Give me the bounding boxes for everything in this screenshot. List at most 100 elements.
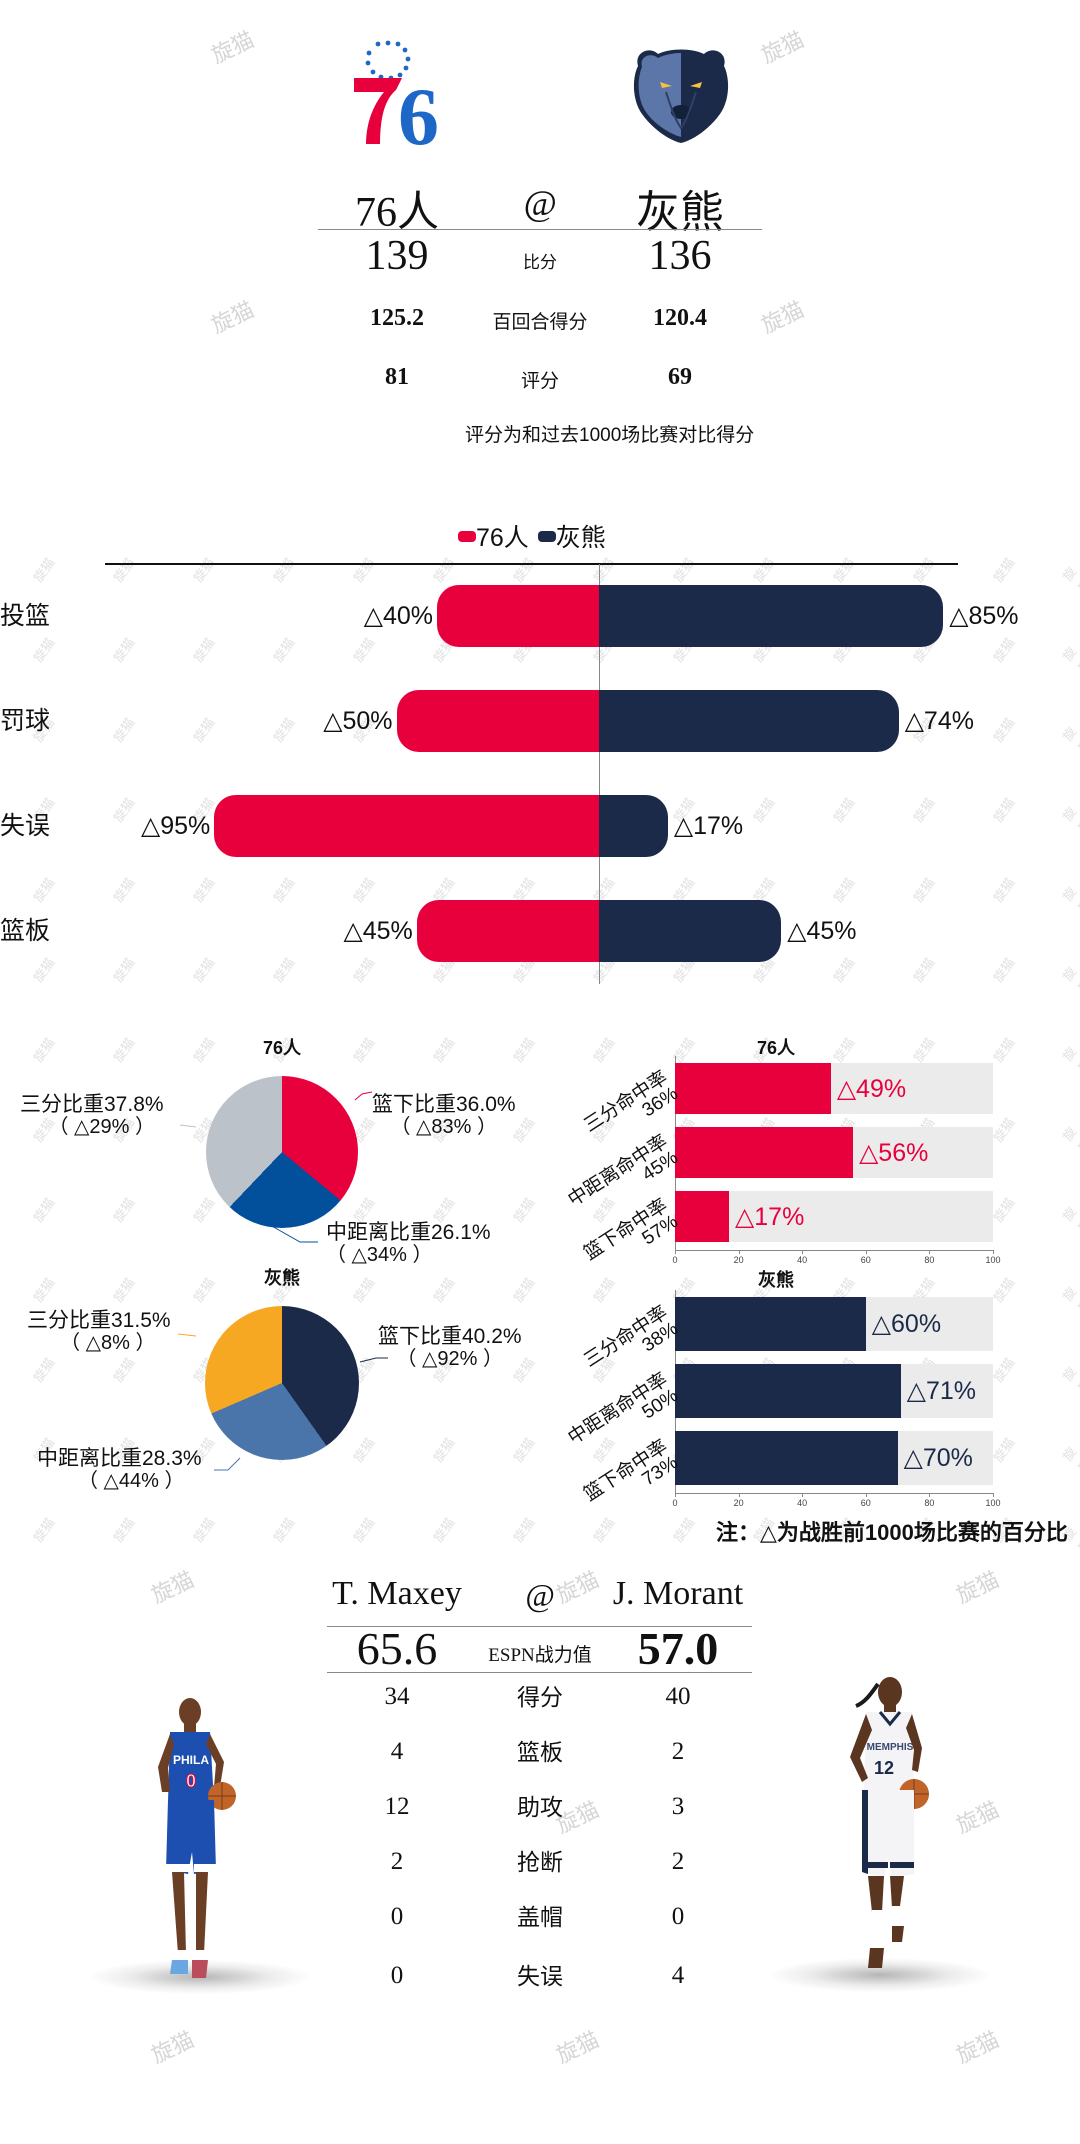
watermark: 旋猫 <box>911 955 939 986</box>
rating-note: 评分为和过去1000场比赛对比得分 <box>465 425 755 446</box>
grizzlies-bear-icon <box>633 49 729 143</box>
tick-label: 0 <box>672 1255 678 1265</box>
tick-mark <box>865 1250 867 1254</box>
watermark: 旋猫 <box>111 635 139 666</box>
row-label: 篮板 <box>0 917 51 945</box>
pie-home-leaders <box>179 1091 373 1243</box>
pie-home <box>206 1076 358 1228</box>
watermark: 旋猫 <box>671 1035 699 1066</box>
watermark: 旋猫 <box>111 715 139 746</box>
away-bar <box>599 585 944 647</box>
away-player-image: MEMPHIS 12 <box>828 1662 938 1982</box>
tick-mark <box>738 1493 740 1497</box>
watermark: 旋猫 <box>191 635 219 666</box>
watermark: 旋猫 <box>191 715 219 746</box>
home-stat: 0 <box>390 1962 404 1989</box>
away-value: △74% <box>904 707 974 735</box>
away-team-name: 灰熊 <box>636 188 724 237</box>
away-stat: 2 <box>671 1738 685 1765</box>
stat-label: 篮板 <box>517 1739 563 1765</box>
bar-fill <box>675 1297 866 1351</box>
pie-home-mid-label: 中距离比重26.1% （ △34% ） <box>326 1222 491 1267</box>
home-player-image: PHILA 0 <box>148 1692 248 1992</box>
watermark: 旋猫 <box>1060 1445 1080 1476</box>
home-bar <box>214 795 599 857</box>
stat-label: 盖帽 <box>517 1904 563 1930</box>
x-axis <box>675 1493 993 1494</box>
chart-legend: 76人 灰熊 <box>458 518 606 554</box>
at-symbol: @ <box>523 183 557 223</box>
home-stat: 4 <box>390 1738 404 1765</box>
watermark: 旋猫 <box>191 955 219 986</box>
watermark: 旋猫 <box>207 297 259 339</box>
grizzlies-logo <box>630 44 732 144</box>
chart-center-axis <box>599 564 600 984</box>
svg-text:MEMPHIS: MEMPHIS <box>867 1742 914 1753</box>
bar-fill <box>675 1191 730 1242</box>
stat-label: 得分 <box>517 1684 563 1710</box>
pie-away-three-label: 三分比重31.5% （ △8% ） <box>27 1310 171 1355</box>
tick-label: 60 <box>860 1255 871 1265</box>
tick-mark <box>865 1493 867 1497</box>
away-value: △85% <box>949 602 1019 630</box>
away-stat: 0 <box>671 1903 685 1930</box>
watermark: 旋猫 <box>591 1035 619 1066</box>
home-stat: 2 <box>390 1848 404 1875</box>
row-label: 投篮 <box>0 602 51 630</box>
home-team-name: 76人 <box>354 190 439 236</box>
home-bar <box>396 690 599 752</box>
bar-title-away: 灰熊 <box>758 1270 794 1290</box>
home-value: △40% <box>363 602 433 630</box>
watermark: 旋猫 <box>31 555 59 586</box>
header-divider <box>318 229 762 230</box>
bar-value: △17% <box>735 1202 805 1231</box>
watermark: 旋猫 <box>1060 645 1080 676</box>
tick-mark <box>802 1493 804 1497</box>
label-sub: （ △8% ） <box>60 1332 156 1354</box>
tick-label: 0 <box>672 1498 678 1508</box>
home-rating: 81 <box>385 364 409 390</box>
watermark: 旋猫 <box>191 875 219 906</box>
watermark: 旋猫 <box>831 555 859 586</box>
watermark: 旋猫 <box>671 1515 699 1546</box>
watermark: 旋猫 <box>591 555 619 586</box>
label-text: 篮下比重40.2% <box>378 1325 522 1348</box>
score-label: 比分 <box>523 253 557 272</box>
watermark: 旋猫 <box>991 795 1019 826</box>
watermark: 旋猫 <box>991 955 1019 986</box>
watermark: 旋猫 <box>207 27 259 69</box>
pie-home-inside-label: 篮下比重36.0% （ △83% ） <box>372 1094 516 1139</box>
morant-figure-icon: MEMPHIS 12 <box>850 1677 929 1968</box>
watermark: 旋猫 <box>271 875 299 906</box>
sixers-logo: 6 <box>350 38 445 162</box>
maxey-figure-icon: PHILA 0 <box>158 1698 236 1978</box>
pie-away-mid-label: 中距离比重28.3% （ △44% ） <box>37 1448 202 1493</box>
pie-away-inside-label: 篮下比重40.2% （ △92% ） <box>378 1325 522 1371</box>
away-player-rating: 57.0 <box>637 1623 719 1674</box>
bar-fill <box>675 1431 898 1485</box>
away-ortg: 120.4 <box>653 305 707 331</box>
home-bar <box>416 900 599 962</box>
pie-away-leaders <box>177 1333 388 1471</box>
bar-title-home: 76人 <box>756 1038 796 1058</box>
shooting-footnote: 注：△为战胜前1000场比赛的百分比 <box>716 1520 1068 1545</box>
tick-label: 100 <box>985 1255 1001 1265</box>
watermark: 旋猫 <box>147 1567 199 1609</box>
watermark: 旋猫 <box>191 555 219 586</box>
x-axis <box>675 1250 993 1251</box>
tick-mark <box>738 1250 740 1254</box>
legend-swatch-away <box>537 531 556 542</box>
watermark: 旋猫 <box>1060 1205 1080 1236</box>
bar-value: △60% <box>871 1310 942 1338</box>
row-label: 失误 <box>0 812 51 840</box>
watermark: 旋猫 <box>1060 725 1080 756</box>
tick-mark <box>802 1250 804 1254</box>
ortg-label: 百回合得分 <box>492 312 588 333</box>
watermark: 旋猫 <box>1060 1285 1080 1316</box>
watermark: 旋猫 <box>991 875 1019 906</box>
watermark: 旋猫 <box>351 555 379 586</box>
home-value: △50% <box>323 707 393 735</box>
bar-value: △56% <box>859 1138 929 1167</box>
tick-label: 60 <box>860 1498 871 1508</box>
sixers-logo-icon: 6 <box>354 40 439 162</box>
